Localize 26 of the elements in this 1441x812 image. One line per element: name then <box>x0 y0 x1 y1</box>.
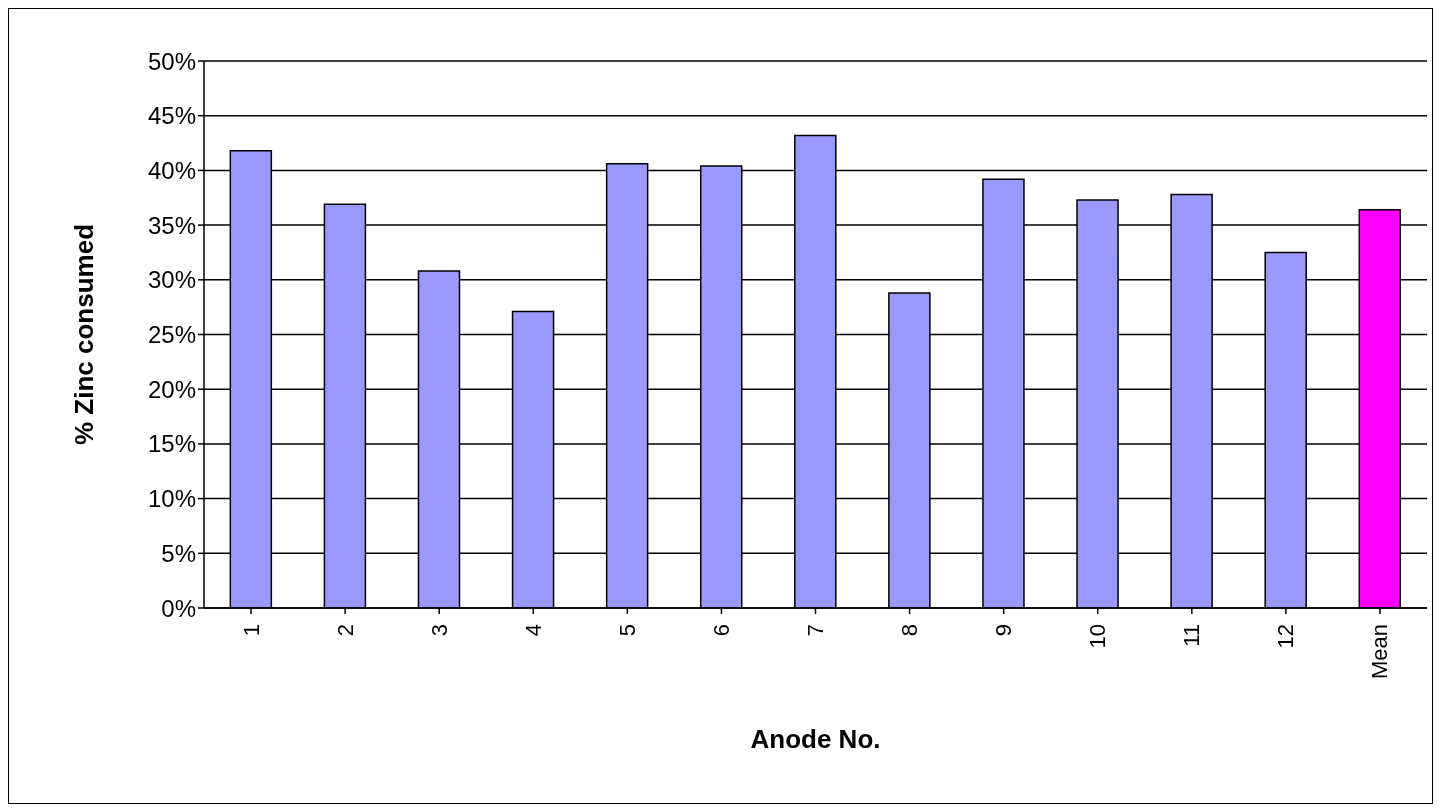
x-tick-label: 11 <box>1179 624 1205 647</box>
y-axis-title: % Zinc consumed <box>69 223 100 446</box>
y-tick-label: 10% <box>147 485 196 513</box>
x-tick-label: 8 <box>897 624 923 637</box>
x-tick-label: 4 <box>520 624 546 637</box>
x-tick-label: 2 <box>332 624 358 637</box>
y-tick-label: 45% <box>147 102 196 130</box>
y-tick-label: 30% <box>147 266 196 294</box>
x-tick-label: 9 <box>991 624 1017 637</box>
y-tick-label: 50% <box>147 47 196 75</box>
y-tick-label: 5% <box>161 539 196 567</box>
y-tick-label: 40% <box>147 156 196 184</box>
x-tick-label: 12 <box>1273 624 1299 649</box>
x-tick-label: 7 <box>803 624 828 637</box>
x-tick-label: 3 <box>426 624 452 637</box>
y-tick-label: 20% <box>147 375 196 403</box>
x-tick-label: Mean <box>1367 624 1393 680</box>
x-tick-label: 6 <box>708 624 734 637</box>
x-tick-label: 1 <box>238 624 264 637</box>
y-tick-label: 35% <box>147 211 196 239</box>
x-axis-title: Anode No. <box>750 724 881 754</box>
y-tick-label: 15% <box>147 430 196 458</box>
y-tick-label: 0% <box>161 594 196 622</box>
y-tick-label: 25% <box>147 321 196 349</box>
x-tick-label: 10 <box>1085 624 1111 649</box>
x-tick-label: 5 <box>614 624 640 637</box>
